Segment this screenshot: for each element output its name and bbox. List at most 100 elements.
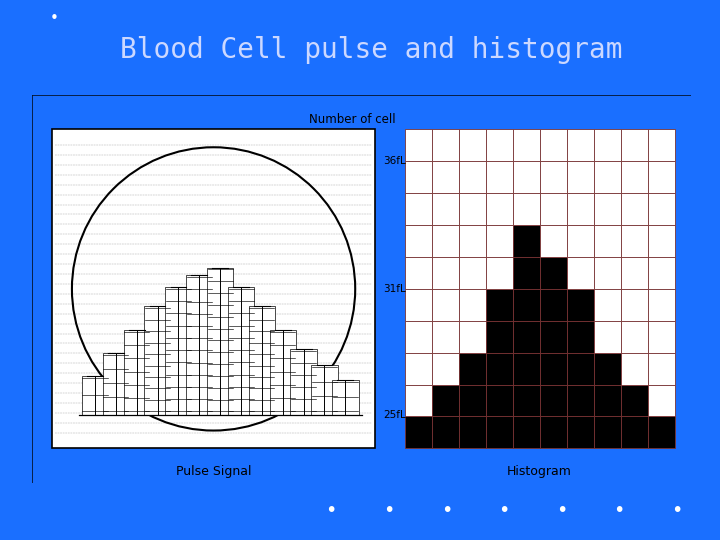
Bar — [621, 130, 648, 161]
Bar — [145, 306, 171, 415]
Bar — [648, 257, 675, 289]
Bar — [540, 130, 567, 161]
Bar — [269, 330, 296, 415]
Bar — [82, 376, 108, 415]
Bar — [228, 287, 254, 415]
Text: Pulse Signal: Pulse Signal — [176, 465, 251, 478]
Text: •: • — [50, 11, 58, 26]
Bar — [459, 225, 486, 257]
Bar — [648, 321, 675, 353]
Bar — [540, 321, 567, 353]
Bar — [540, 225, 567, 257]
Bar — [166, 287, 192, 415]
Bar — [621, 353, 648, 384]
Bar — [459, 384, 486, 416]
Bar — [594, 225, 621, 257]
Bar — [431, 257, 459, 289]
Bar — [513, 225, 540, 257]
Bar — [648, 225, 675, 257]
Bar — [648, 289, 675, 321]
Bar — [648, 130, 675, 161]
Bar — [207, 267, 233, 415]
Bar — [290, 349, 317, 415]
Bar — [405, 225, 431, 257]
Bar — [621, 289, 648, 321]
Bar — [431, 289, 459, 321]
Bar — [648, 353, 675, 384]
Bar — [621, 161, 648, 193]
Bar — [405, 384, 431, 416]
Bar — [513, 321, 540, 353]
Bar — [405, 321, 431, 353]
Bar — [459, 416, 486, 448]
Bar — [405, 161, 431, 193]
Bar — [405, 416, 431, 448]
Bar — [594, 193, 621, 225]
Bar — [431, 321, 459, 353]
Bar — [486, 225, 513, 257]
Text: •: • — [671, 501, 683, 521]
Bar — [486, 193, 513, 225]
Text: •: • — [556, 501, 567, 521]
Bar — [513, 289, 540, 321]
Bar — [648, 193, 675, 225]
Bar — [567, 161, 594, 193]
Bar — [567, 416, 594, 448]
Bar — [594, 289, 621, 321]
Bar — [459, 257, 486, 289]
Bar — [52, 130, 375, 448]
Bar — [459, 193, 486, 225]
Text: 31fL: 31fL — [383, 284, 405, 294]
Bar — [248, 306, 275, 415]
Bar — [186, 275, 212, 415]
Bar — [594, 321, 621, 353]
Text: •: • — [498, 501, 510, 521]
Text: Blood Cell pulse and histogram: Blood Cell pulse and histogram — [120, 36, 622, 64]
Bar — [567, 130, 594, 161]
Bar — [567, 384, 594, 416]
Bar — [431, 353, 459, 384]
Bar — [567, 225, 594, 257]
Bar — [459, 353, 486, 384]
Bar — [567, 321, 594, 353]
Bar — [459, 130, 486, 161]
Bar — [594, 161, 621, 193]
Bar — [405, 193, 431, 225]
Bar — [540, 353, 567, 384]
Bar — [621, 257, 648, 289]
Bar — [513, 130, 540, 161]
Bar — [431, 161, 459, 193]
Bar — [405, 130, 431, 161]
Text: 25fL: 25fL — [383, 410, 405, 420]
Text: •: • — [613, 501, 625, 521]
Bar — [621, 416, 648, 448]
Bar — [648, 161, 675, 193]
Bar — [567, 257, 594, 289]
Bar — [431, 130, 459, 161]
Bar — [513, 416, 540, 448]
Bar — [459, 289, 486, 321]
Bar — [513, 193, 540, 225]
Bar — [486, 353, 513, 384]
Bar — [486, 384, 513, 416]
Bar — [621, 225, 648, 257]
Bar — [513, 384, 540, 416]
Bar — [594, 353, 621, 384]
Bar — [567, 289, 594, 321]
Bar — [513, 353, 540, 384]
Bar — [648, 416, 675, 448]
Bar — [311, 364, 338, 415]
Bar — [567, 353, 594, 384]
Text: •: • — [383, 501, 395, 521]
Bar — [513, 257, 540, 289]
Bar — [486, 161, 513, 193]
Bar — [486, 416, 513, 448]
Bar — [540, 384, 567, 416]
Bar — [621, 193, 648, 225]
Bar — [621, 321, 648, 353]
Bar — [594, 384, 621, 416]
Bar — [486, 321, 513, 353]
Bar — [648, 384, 675, 416]
Text: 36fL: 36fL — [383, 156, 405, 166]
Text: •: • — [325, 501, 337, 521]
